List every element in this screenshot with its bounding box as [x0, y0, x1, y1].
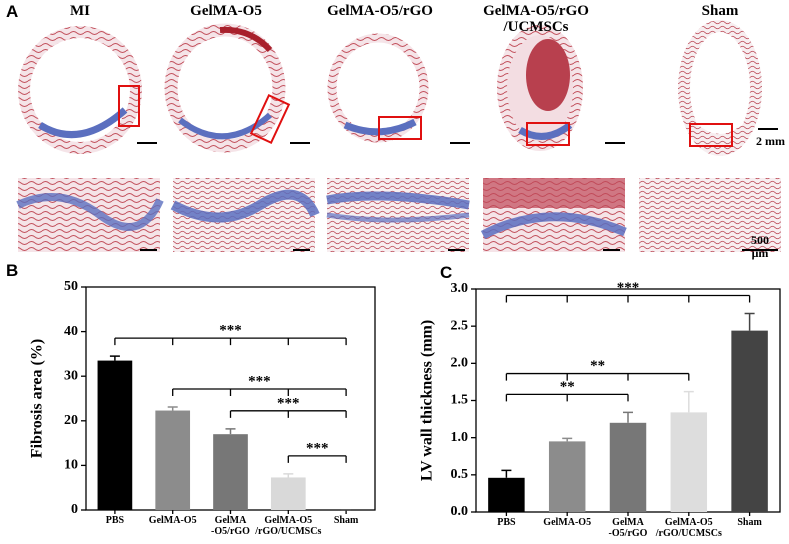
x-tick-label: PBS: [105, 515, 125, 526]
bar: [731, 330, 768, 512]
significance-bracket: [505, 372, 690, 381]
error-bar: [225, 428, 236, 435]
y-tick-label: 2.0: [451, 356, 469, 371]
significance-label: ***: [617, 280, 640, 296]
x-tick-label: GelMA -O5/rGO: [211, 515, 250, 537]
y-tick-label: 0: [71, 502, 78, 517]
x-tick-label: GelMA-O5 /rGO/UCMSCs: [655, 517, 722, 539]
y-axis-label: Fibrosis area (%): [29, 339, 46, 458]
y-tick-label: 20: [64, 413, 78, 428]
significance-label: ***: [306, 440, 329, 456]
y-tick-label: 30: [64, 368, 78, 383]
column-header: GelMA-O5: [190, 3, 262, 19]
column-header: MI: [70, 3, 90, 19]
y-tick-label: 1.5: [451, 393, 469, 408]
error-bar: [167, 406, 178, 411]
x-tick-label: GelMA-O5: [543, 517, 592, 528]
bar: [97, 360, 133, 510]
error-bar: [501, 469, 512, 478]
x-tick-label: PBS: [497, 517, 516, 528]
y-tick-label: 0.5: [451, 467, 469, 482]
y-tick-label: 3.0: [451, 281, 469, 296]
significance-label: ***: [248, 373, 271, 389]
x-tick-label: Sham: [737, 517, 762, 528]
x-tick-label: GelMA-O5: [148, 515, 197, 526]
y-tick-label: 1.0: [451, 430, 469, 445]
y-tick-label: 40: [64, 324, 78, 339]
column-header: Sham: [701, 3, 739, 19]
significance-label: **: [590, 358, 605, 374]
y-tick-label: 50: [64, 279, 78, 294]
y-tick-label: 2.5: [451, 318, 469, 333]
histology-top-row: [18, 20, 778, 156]
y-axis-label: LV wall thickness (mm): [419, 320, 436, 481]
x-tick-label: GelMA -O5/rGO: [608, 517, 648, 539]
panel-label: C: [440, 263, 453, 282]
scale-bar-label: 2 mm: [756, 134, 785, 148]
y-tick-label: 10: [64, 458, 78, 473]
y-tick-label: 0.0: [451, 504, 469, 519]
bar: [270, 477, 306, 510]
panel-label: A: [6, 2, 19, 21]
significance-label: ***: [277, 395, 300, 411]
x-tick-label: GelMA-O5 /rGO/UCMSCs: [255, 515, 322, 537]
significance-label: **: [560, 379, 575, 395]
error-bar: [283, 473, 294, 478]
histology-bottom-row: [16, 178, 781, 252]
significance-bracket: [229, 410, 347, 418]
bar: [488, 477, 525, 512]
significance-bracket: [505, 294, 751, 303]
error-bar: [562, 437, 573, 442]
error-bar: [623, 411, 633, 423]
bar: [548, 441, 586, 512]
column-header: GelMA-O5/rGO: [327, 3, 433, 19]
column-header: GelMA-O5/rGO /UCMSCs: [483, 3, 589, 35]
error-bar: [744, 312, 755, 331]
x-tick-label: Sham: [333, 515, 359, 526]
error-bar: [683, 390, 694, 413]
bar: [155, 410, 191, 510]
bar: [609, 422, 647, 512]
significance-bracket: [114, 337, 347, 346]
significance-bracket: [172, 388, 347, 396]
bar: [213, 434, 248, 510]
significance-bracket: [505, 393, 629, 402]
error-bar: [109, 355, 120, 361]
significance-bracket: [287, 455, 347, 463]
scale-bar-label: 500 μm: [751, 233, 769, 260]
panel-label: B: [6, 261, 19, 280]
bar: [670, 412, 708, 512]
significance-label: ***: [219, 323, 242, 339]
